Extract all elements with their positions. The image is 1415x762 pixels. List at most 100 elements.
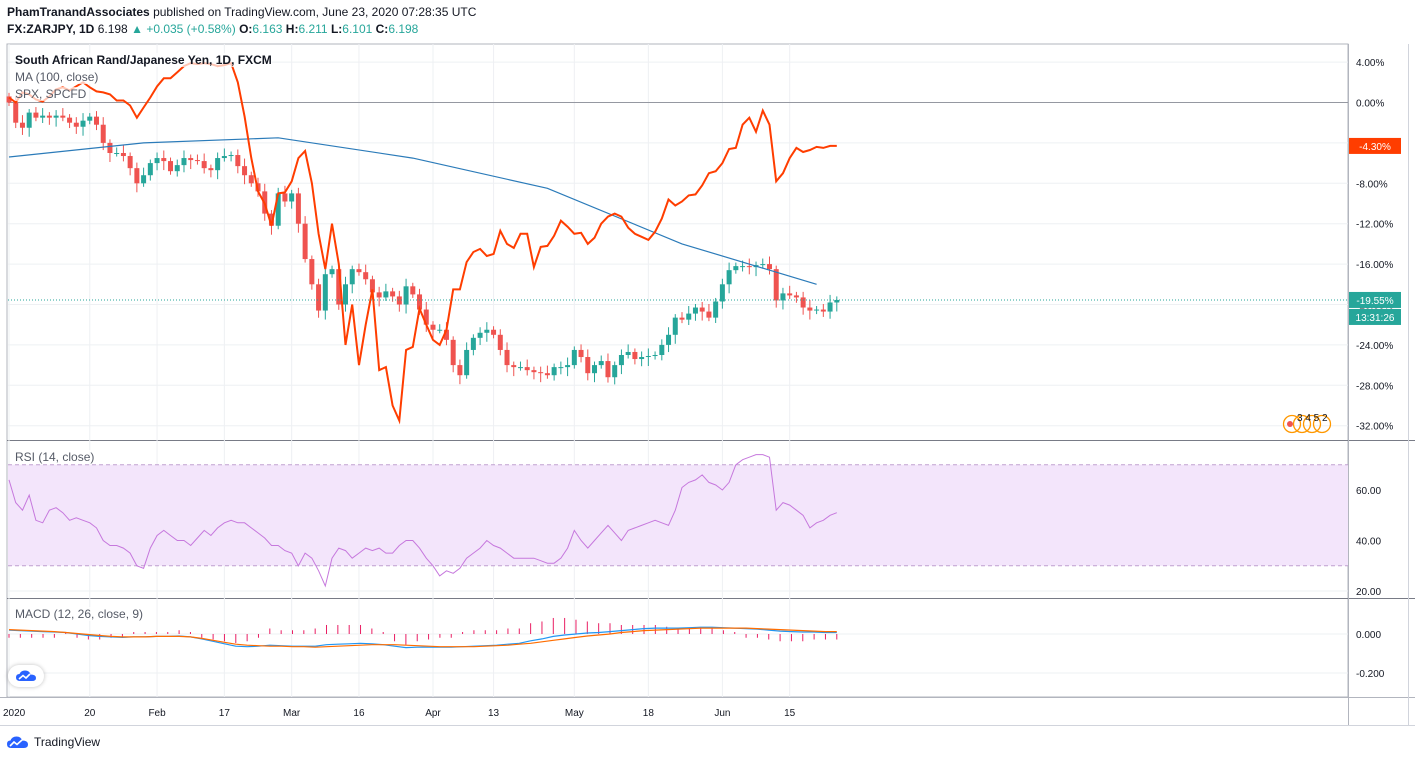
candle-body	[558, 367, 564, 369]
candle-body	[235, 155, 241, 167]
candle-body	[713, 301, 719, 318]
spx-line	[8, 61, 837, 425]
candle-body	[571, 349, 577, 366]
candle-body	[242, 166, 248, 176]
candle-body	[410, 286, 416, 295]
publisher-name[interactable]: PhamTranandAssociates	[7, 5, 150, 19]
candle-body	[6, 96, 12, 103]
time-tick-label: 17	[219, 708, 231, 719]
time-tick-label: 20	[84, 708, 96, 719]
candle-body	[484, 329, 490, 333]
candle-body	[652, 355, 658, 357]
rsi-tick-label: 20.00	[1356, 587, 1381, 598]
candle-body	[773, 269, 779, 301]
candle-body	[699, 307, 705, 312]
candle-body	[295, 193, 301, 224]
time-tick-label: Mar	[283, 708, 301, 719]
candle-body	[457, 365, 463, 376]
price-tick-label: 0.00%	[1356, 99, 1384, 110]
event-ring	[1282, 414, 1302, 434]
axes: 4.00%0.00%-4.00%-8.00%-12.00%-16.00%-20.…	[3, 58, 1393, 719]
candle-body	[605, 361, 611, 378]
candle-body	[491, 329, 497, 335]
rsi-line	[8, 454, 837, 588]
high-label: H:	[285, 22, 299, 36]
candle-body	[632, 351, 638, 360]
candle-body	[780, 293, 786, 301]
candle-body	[618, 355, 624, 366]
spx-legend[interactable]: SPX, SPCFD	[15, 87, 87, 101]
candle-body	[787, 293, 793, 296]
price-pane: 3 4 5 2	[6, 61, 1348, 434]
publish-info: published on TradingView.com, June 23, 2…	[153, 5, 477, 19]
candle-body	[726, 270, 732, 285]
price-last-badge: -19.55%	[1356, 296, 1393, 307]
candle-body	[67, 117, 73, 123]
events-count: 3 4 5 2	[1297, 413, 1328, 424]
candle-body	[19, 122, 25, 128]
candle-body	[168, 161, 174, 172]
candle-body	[215, 158, 221, 171]
event-ring	[1302, 414, 1322, 434]
candle-body	[13, 102, 19, 123]
candle-body	[221, 156, 227, 159]
candle-body	[329, 269, 335, 275]
candle-body	[477, 332, 483, 338]
rsi-pane	[8, 454, 1348, 588]
candle-body	[147, 163, 153, 176]
events-marker: 3 4 5 2	[1282, 413, 1332, 434]
candle-body	[430, 324, 436, 330]
candle-body	[423, 309, 429, 325]
candle-body	[188, 158, 194, 161]
price-tick-label: -24.00%	[1356, 341, 1393, 352]
rsi-tick-label: 60.00	[1356, 486, 1381, 497]
candle-body	[282, 193, 288, 202]
candle-body	[666, 334, 672, 345]
candle-body	[524, 367, 530, 371]
candle-body	[134, 168, 140, 184]
time-tick-label: May	[565, 708, 584, 719]
candle-body	[376, 292, 382, 298]
candle-body	[450, 339, 456, 366]
candle-body	[766, 264, 772, 270]
candle-body	[807, 307, 813, 311]
tradingview-logo-button[interactable]	[8, 665, 44, 687]
event-ring	[1312, 414, 1332, 434]
candle-body	[268, 213, 274, 226]
candle-body	[659, 344, 665, 355]
price-tick-label: 4.00%	[1356, 58, 1384, 69]
candle-body	[793, 295, 799, 298]
candle-body	[504, 349, 510, 366]
macd-legend[interactable]: MACD (12, 26, close, 9)	[15, 607, 144, 621]
candle-body	[87, 116, 93, 121]
candle-body	[733, 266, 739, 271]
candle-body	[309, 259, 315, 285]
event-ring	[1292, 414, 1312, 434]
countdown-badge: 13:31:26	[1356, 313, 1395, 324]
candle-body	[100, 124, 106, 143]
candle-body	[322, 274, 328, 311]
candle-body	[369, 279, 375, 293]
candle-body	[598, 361, 604, 366]
price-tick-label: -12.00%	[1356, 220, 1393, 231]
candle-body	[275, 193, 281, 226]
rsi-band	[8, 464, 1348, 566]
ma-legend[interactable]: MA (100, close)	[15, 70, 99, 84]
candle-body	[827, 302, 833, 312]
candle-body	[73, 122, 79, 127]
candle-body	[383, 291, 389, 298]
price-last-badge-bg	[1349, 291, 1401, 308]
candle-body	[639, 357, 645, 360]
rsi-legend[interactable]: RSI (14, close)	[15, 450, 95, 464]
candle-body	[107, 142, 113, 153]
candle-body	[578, 349, 584, 358]
candle-body	[672, 317, 678, 335]
candle-body	[356, 269, 362, 273]
main-legend[interactable]: South African Rand/Japanese Yen, 1D, FXC…	[15, 53, 272, 67]
cloud-icon	[16, 670, 36, 681]
tradingview-brand[interactable]: TradingView	[6, 735, 100, 749]
ma-line	[8, 137, 817, 285]
price-tick-label: -8.00%	[1356, 179, 1388, 190]
time-tick-label: 2020	[3, 708, 26, 719]
